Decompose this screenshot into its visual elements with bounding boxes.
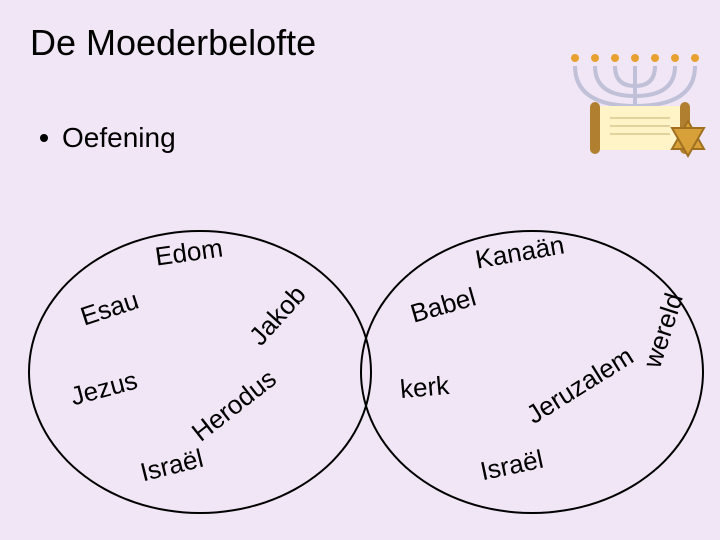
word-right-3: kerk	[399, 370, 451, 405]
bullet-text: Oefening	[62, 122, 176, 154]
slide: De Moederbelofte Oefening	[0, 0, 720, 540]
clipart-icon	[560, 36, 710, 166]
slide-title: De Moederbelofte	[30, 22, 316, 64]
bullet-dot-icon	[40, 134, 48, 142]
bullet-row: Oefening	[40, 122, 176, 154]
